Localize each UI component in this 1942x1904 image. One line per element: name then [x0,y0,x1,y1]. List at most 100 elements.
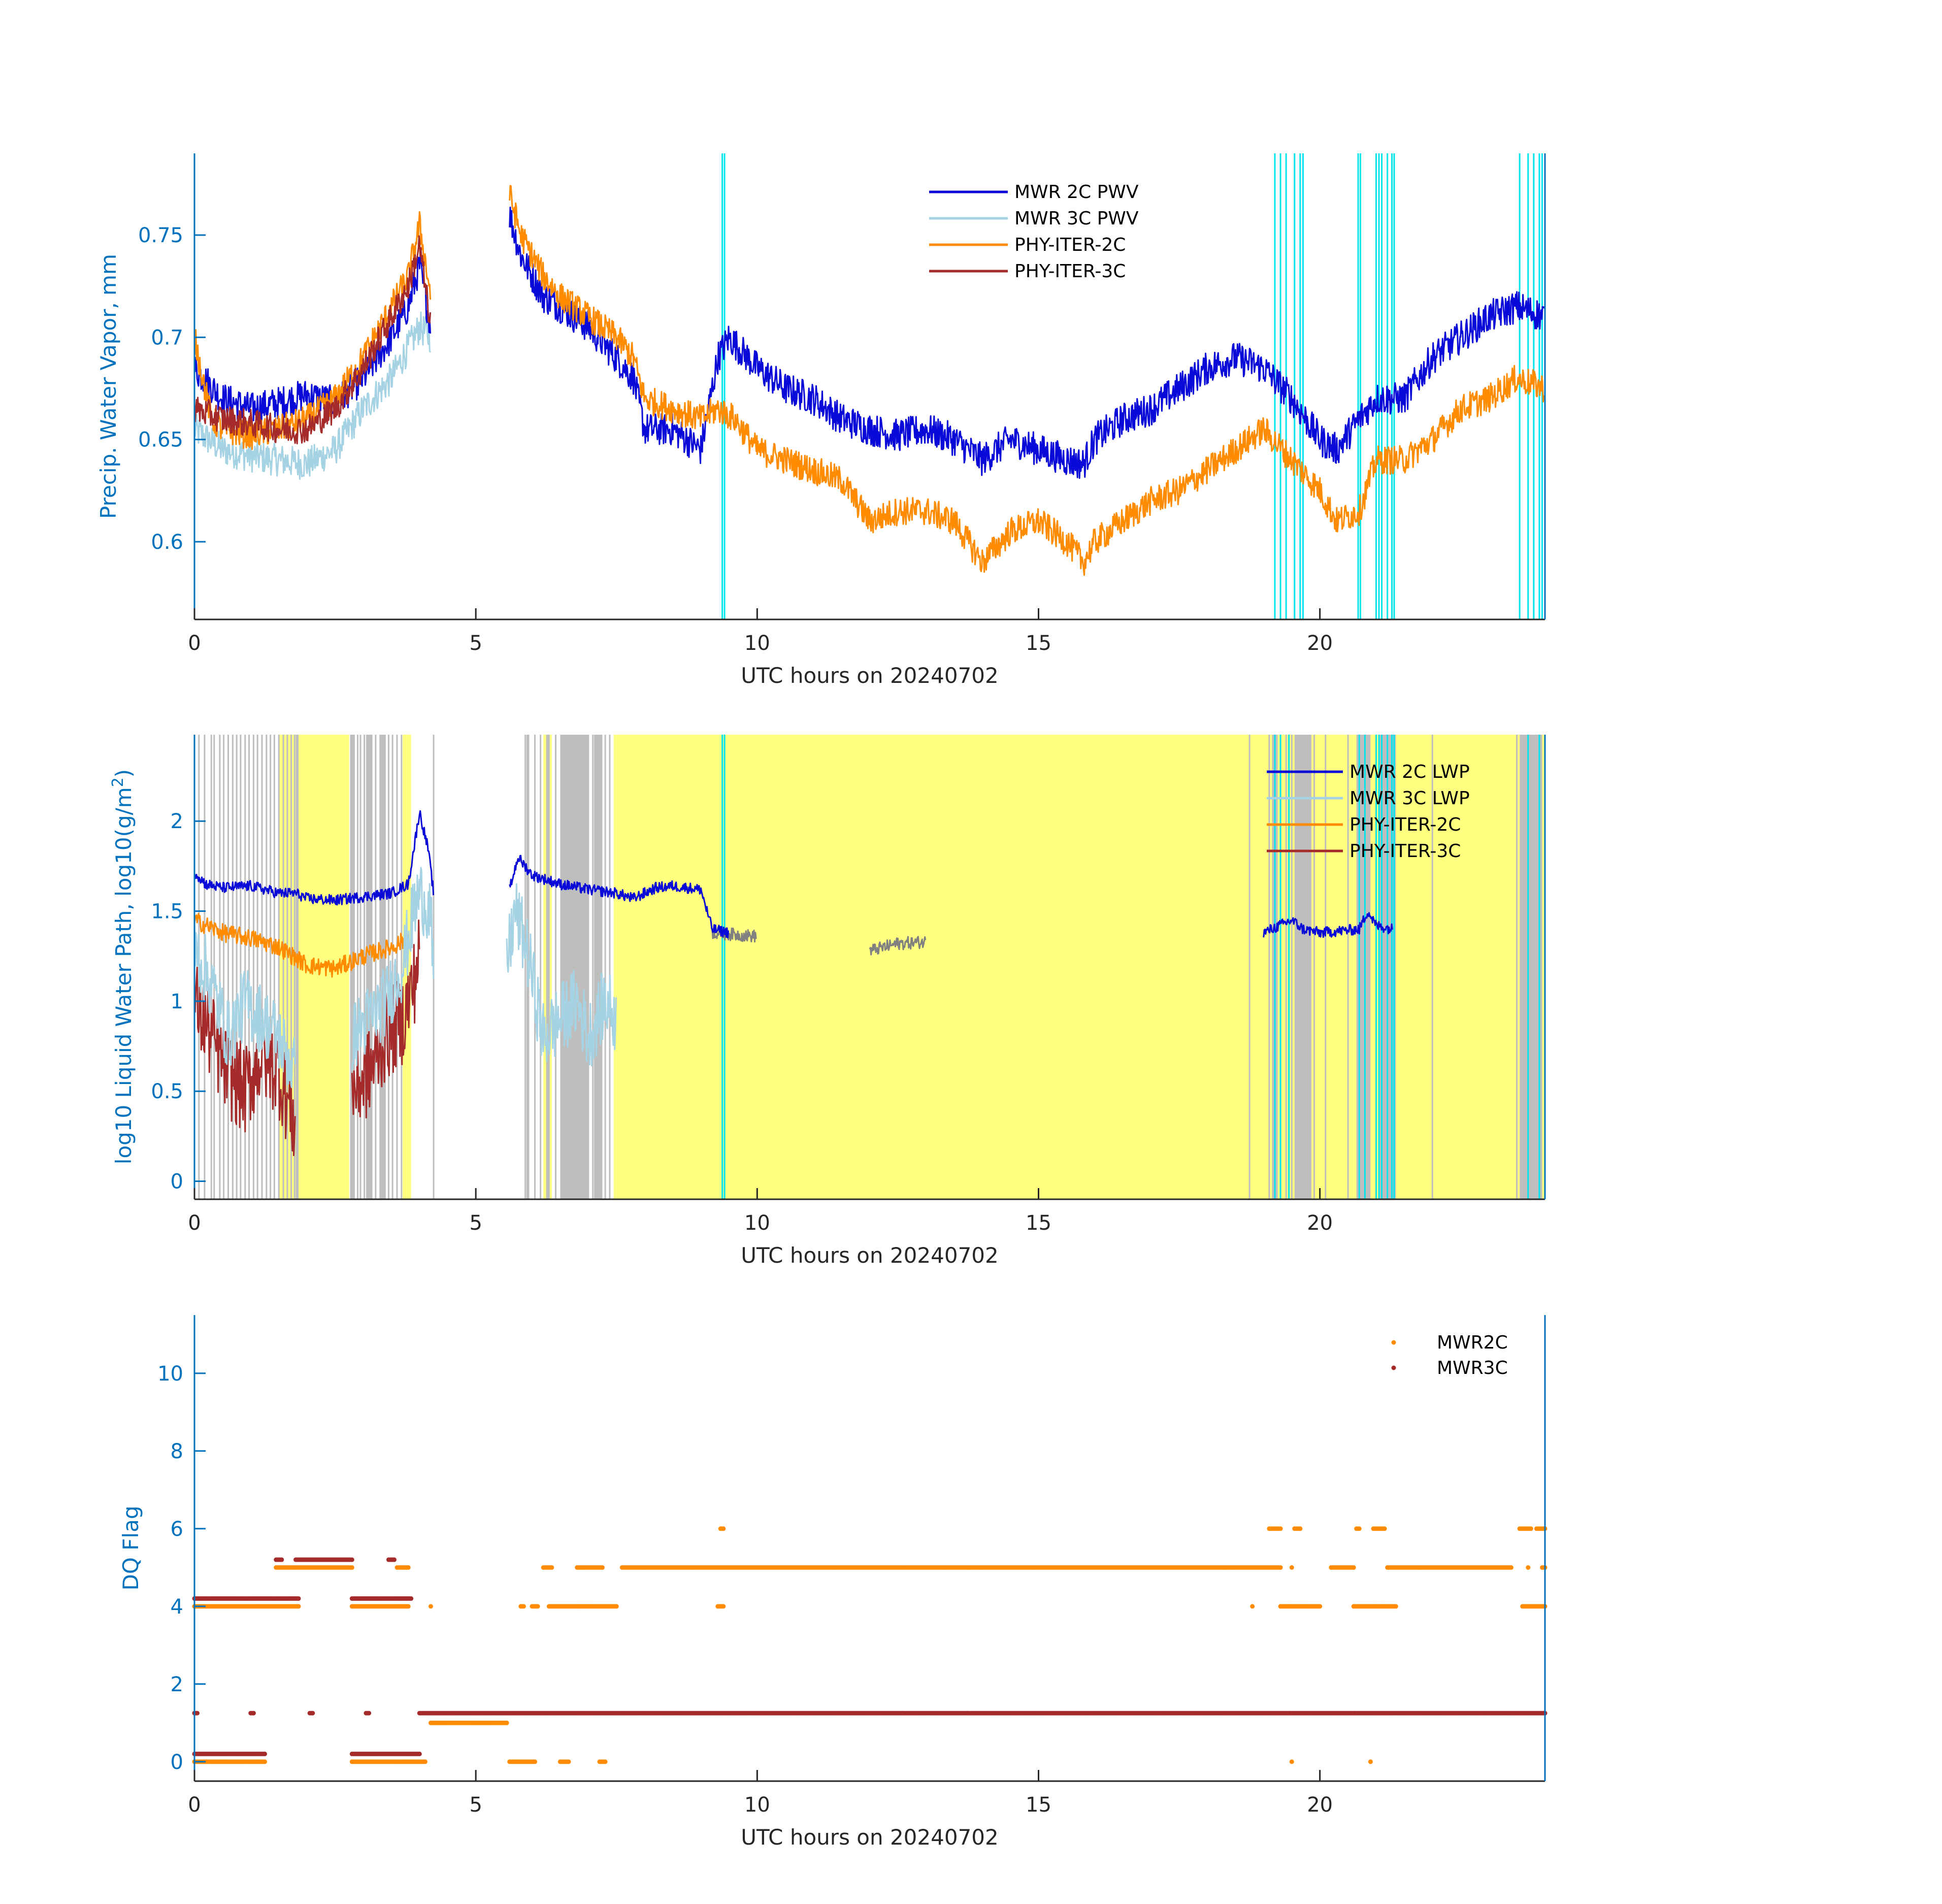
dq-panel: 0 5 10 15 20 0 2 4 6 8 10 UTC hours on 20240702 D… [118,1315,1548,1850]
dq-point-mwr3c [262,1751,267,1756]
dq-point-mwr2c [422,1759,427,1764]
dq-point-mwr2c [296,1604,301,1609]
pwv-y-axis-label: Precip. Water Vapor, mm [96,254,121,519]
legend-label-mwr2c: MWR2C [1437,1332,1508,1353]
pwv-x-tick-label: 10 [744,632,770,655]
dq-y-tick-label: 10 [157,1362,183,1386]
dq-y-tick-label: 6 [171,1518,183,1541]
dq-point-mwr3c [195,1711,200,1716]
lwp-series-mwr-3c-lwp [193,912,409,978]
dq-point-mwr3c [279,1557,284,1562]
dq-x-axis-label: UTC hours on 20240702 [741,1825,999,1850]
legend-label-mwr3c: MWR3C [1437,1358,1508,1378]
dq-point-mwr2c [1393,1604,1398,1609]
pwv-y-ticks: 0.6 0.65 0.7 0.75 [138,224,206,554]
dq-point-mwr2c [1528,1526,1533,1531]
pwv-x-ticks: 0 5 10 15 20 [188,608,1333,655]
lwp-y-axis-label-end: ) [111,769,136,777]
dq-point-mwr2c [1250,1604,1255,1609]
legend-label-lwp-phy-iter-3c: PHY-ITER-3C [1349,841,1461,862]
lwp-panel: 0 5 10 15 20 0 0.5 1 1.5 2 UTC hours on 20240702… [109,735,1546,1268]
pwv-cyan-lines [721,153,1543,619]
pwv-x-tick-label: 20 [1307,632,1333,655]
dq-y-tick-label: 8 [171,1440,183,1463]
dq-point-mwr2c [1351,1565,1356,1570]
dq-y-tick-label: 0 [171,1751,183,1774]
dq-point-mwr2c [1298,1526,1303,1531]
legend-label-mwr-3c-lwp: MWR 3C LWP [1349,788,1470,809]
dq-point-mwr2c [1509,1565,1513,1570]
lwp-x-tick-label: 10 [744,1211,770,1235]
dq-y-tick-label: 4 [171,1595,183,1619]
lwp-x-ticks: 0 5 10 15 20 [188,1188,1333,1235]
lwp-y-axis-label-main: log10 Liquid Water Path, log10(g/m [111,787,136,1164]
dq-point-mwr2c [600,1565,605,1570]
dq-y-axis-label: DQ Flag [118,1506,143,1591]
pwv-x-tick-label: 0 [188,632,201,655]
legend-marker-mwr2c [1391,1340,1396,1345]
lwp-x-tick-label: 0 [188,1211,201,1235]
pwv-x-tick-label: 15 [1026,632,1051,655]
pwv-series [193,185,1545,576]
dq-point-mwr2c [1382,1526,1387,1531]
lwp-gray-flag-span [1520,735,1542,1199]
pwv-x-tick-label: 5 [469,632,482,655]
lwp-y-axis-label-sup: 2 [109,777,127,787]
legend-label-mwr-2c-pwv: MWR 2C PWV [1014,182,1139,203]
lwp-x-tick-label: 5 [469,1211,482,1235]
dq-point-mwr2c [1278,1565,1283,1570]
dq-point-mwr2c [429,1604,433,1609]
dq-point-mwr2c [721,1526,726,1531]
dq-point-mwr3c [417,1751,422,1756]
pwv-series-mwr-2c-pwv [193,206,1545,479]
dq-point-mwr2c [521,1604,526,1609]
lwp-gray-flag-span [1294,735,1312,1199]
legend-label-phy-iter-3c: PHY-ITER-3C [1014,261,1126,282]
lwp-yellow-flag-span [279,735,299,1199]
pwv-y-tick-label: 0.7 [151,326,183,349]
dq-point-mwr2c [262,1759,267,1764]
lwp-y-tick-label: 2 [171,810,183,833]
dq-point-mwr2c [566,1759,571,1764]
pwv-series-mwr-3c-pwv [193,311,431,480]
pwv-legend: MWR 2C PWV MWR 3C PWV PHY-ITER-2C PHY-IT… [929,182,1139,282]
legend-label-mwr-3c-pwv: MWR 3C PWV [1014,208,1139,229]
dq-point-mwr2c [1289,1565,1294,1570]
lwp-gray-flag-span [546,735,549,1199]
dq-x-tick-label: 15 [1026,1793,1051,1817]
pwv-panel: 0 5 10 15 20 0.6 0.65 0.7 0.75 UTC hours on 202… [96,153,1546,688]
dq-point-mwr2c [1526,1565,1531,1570]
dq-y-tick-label: 2 [171,1673,183,1696]
dq-point-mwr2c [406,1604,411,1609]
lwp-gray-flag-span [366,735,372,1199]
lwp-y-axis-label: log10 Liquid Water Path, log10(g/m2) [109,769,136,1164]
dq-point-mwr2c [1368,1759,1373,1764]
lwp-y-tick-label: 0.5 [151,1080,183,1103]
lwp-x-axis-label: UTC hours on 20240702 [741,1243,999,1268]
dq-point-mwr2c [603,1759,608,1764]
pwv-series-phy-iter-3c [193,235,432,445]
dq-point-mwr2c [533,1759,537,1764]
dq-point-mwr2c [1357,1526,1362,1531]
dq-x-tick-label: 5 [469,1793,482,1817]
lwp-y-ticks: 0 0.5 1 1.5 2 [151,810,206,1194]
pwv-y-tick-label: 0.65 [138,429,183,452]
dq-point-mwr3c [296,1596,301,1601]
lwp-cyan-lines [721,735,1540,1199]
lwp-series [193,810,1393,1156]
dq-x-tick-label: 20 [1307,1793,1333,1817]
lwp-y-tick-label: 1 [171,990,183,1013]
dq-point-mwr3c [392,1557,397,1562]
lwp-y-tick-label: 0 [171,1170,183,1194]
dq-point-mwr3c [367,1711,372,1716]
dq-point-mwr3c [409,1596,414,1601]
lwp-gray-flag-span [380,735,386,1199]
legend-marker-mwr3c [1391,1365,1396,1370]
dq-point-mwr3c [310,1711,315,1716]
dq-point-mwr2c [349,1565,354,1570]
dq-point-mwr2c [406,1565,411,1570]
dq-legend: MWR2C MWR3C [1391,1332,1508,1378]
legend-label-mwr-2c-lwp: MWR 2C LWP [1349,762,1470,782]
dq-point-mwr3c [349,1557,354,1562]
